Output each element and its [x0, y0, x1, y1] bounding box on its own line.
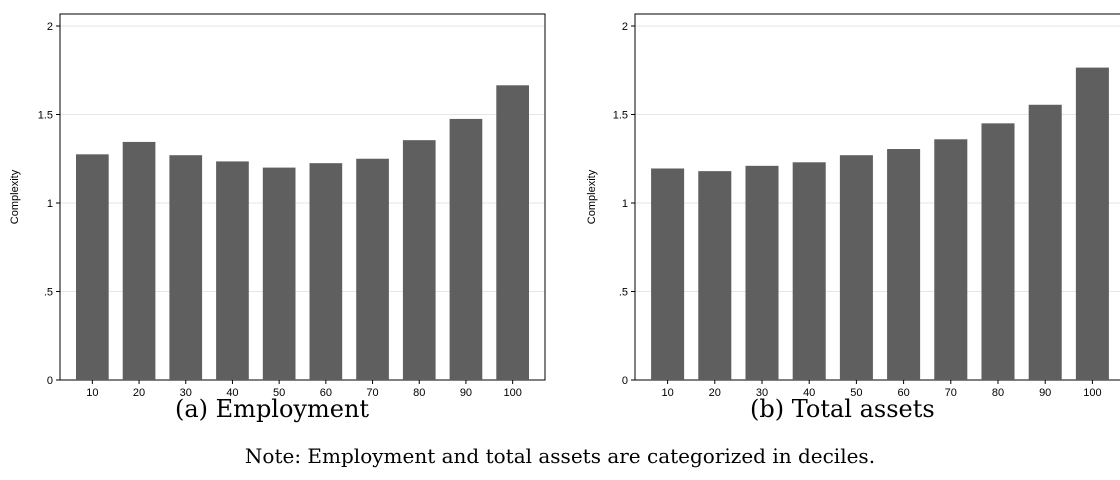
figure-note: Note: Employment and total assets are ca…	[244, 444, 876, 468]
bar	[356, 158, 389, 380]
x-tick-label: 80	[413, 387, 425, 399]
caption-employment: (a) Employment	[175, 395, 370, 423]
bar	[122, 141, 156, 380]
bar	[216, 161, 249, 380]
y-axis-label: Complexity	[586, 169, 598, 224]
bar	[698, 171, 732, 380]
panel-total-assets: 0 .5 1 1.5 2 Complexity 10 20 30 40 50 60 70 80 90 100	[586, 13, 1120, 399]
x-tick-label: 70	[366, 387, 378, 399]
bar	[887, 149, 921, 380]
bar	[169, 155, 203, 380]
x-tick-label: 30	[756, 387, 768, 399]
x-tick-label: 60	[897, 387, 909, 399]
bar	[651, 168, 685, 380]
bar	[76, 154, 109, 380]
y-tick-label: 0	[622, 375, 628, 387]
panel-employment: 0 .5 1 1.5 2 Complexity 10 20 30 40 50 60 70 80 90 100	[9, 13, 546, 399]
x-tick-label: 50	[850, 387, 862, 399]
y-tick-label: .5	[619, 287, 628, 299]
x-tick-label: 80	[992, 387, 1004, 399]
bar	[1028, 104, 1062, 380]
x-tick-label: 100	[1083, 387, 1101, 399]
bar	[839, 155, 873, 380]
bar	[309, 163, 343, 380]
x-tick-label: 60	[320, 387, 332, 399]
y-tick-label: 1.5	[38, 110, 53, 122]
bar	[449, 118, 483, 381]
bar	[496, 85, 529, 381]
bar	[981, 123, 1015, 380]
y-tick-label: 1.5	[613, 110, 628, 122]
x-tick-label: 10	[86, 387, 98, 399]
bar	[792, 162, 826, 380]
bar	[1075, 67, 1109, 380]
caption-total-assets: (b) Total assets	[750, 395, 935, 423]
x-tick-label: 20	[709, 387, 721, 399]
x-tick-label: 90	[460, 387, 472, 399]
x-tick-label: 100	[503, 387, 521, 399]
y-tick-label: 2	[47, 21, 53, 33]
y-tick-label: .5	[44, 287, 53, 299]
bar	[934, 139, 968, 380]
y-tick-label: 2	[622, 21, 628, 33]
bar	[262, 167, 296, 380]
bar	[402, 140, 436, 380]
x-tick-label: 50	[273, 387, 285, 399]
y-tick-label: 1	[622, 198, 628, 210]
x-tick-label: 20	[133, 387, 145, 399]
plot-frame-border	[634, 13, 1120, 381]
y-tick-label: 0	[47, 375, 53, 387]
plot-frame-border	[59, 13, 546, 381]
x-tick-label: 40	[226, 387, 238, 399]
y-tick-label: 1	[47, 198, 53, 210]
x-tick-label: 40	[803, 387, 815, 399]
x-tick-label: 30	[180, 387, 192, 399]
x-tick-label: 10	[661, 387, 673, 399]
y-axis-label: Complexity	[9, 169, 21, 224]
bar	[745, 165, 779, 380]
x-tick-label: 70	[945, 387, 957, 399]
x-tick-label: 90	[1039, 387, 1051, 399]
